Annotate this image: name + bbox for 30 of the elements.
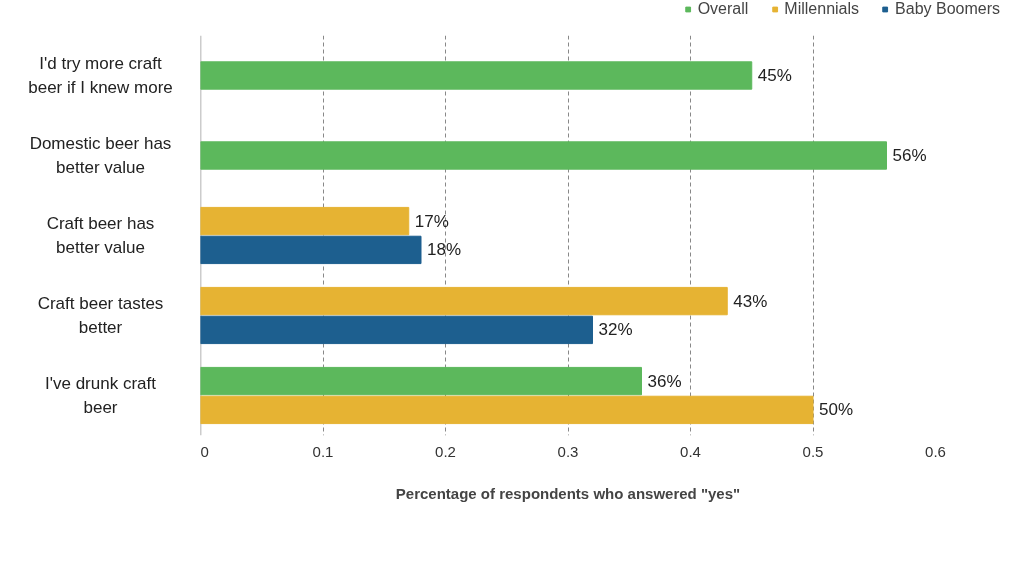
y-tick-label: I'd try more craft beer if I knew more	[28, 53, 173, 98]
x-tick-label: 0.4	[680, 442, 701, 460]
data-label: 18%	[427, 240, 462, 260]
data-label: 36%	[647, 371, 682, 391]
y-tick-label: Craft beer has better value	[46, 213, 155, 258]
data-label: 56%	[892, 146, 927, 165]
bar	[200, 235, 422, 265]
legend-label: Baby Boomers	[895, 0, 1000, 18]
bar	[200, 286, 728, 316]
x-tick-label: 0.3	[557, 442, 579, 460]
bar	[200, 315, 593, 345]
data-label: 32%	[598, 320, 633, 340]
x-tick-label: 0.6	[925, 442, 946, 460]
bar	[200, 141, 887, 170]
y-tick-label: I've drunk craft beer	[45, 373, 157, 418]
y-tick-label: Craft beer tastes better	[37, 293, 164, 338]
bar	[200, 206, 410, 236]
y-tick-label: Domestic beer has better value	[29, 133, 172, 178]
legend-label: Overall	[697, 0, 749, 18]
legend-label: Millennials	[784, 0, 860, 18]
x-tick-label: 0.2	[435, 442, 456, 460]
x-tick-label: 0.5	[802, 442, 824, 460]
data-label: 45%	[757, 66, 792, 85]
x-tick-label: 0.1	[312, 442, 334, 460]
data-label: 43%	[733, 291, 768, 311]
x-tick-label: 0	[200, 442, 209, 460]
x-axis-title: Percentage of respondents who answered "yes"	[395, 484, 741, 502]
data-label: 17%	[414, 211, 449, 231]
bar	[200, 61, 753, 90]
data-label: 50%	[819, 400, 854, 420]
